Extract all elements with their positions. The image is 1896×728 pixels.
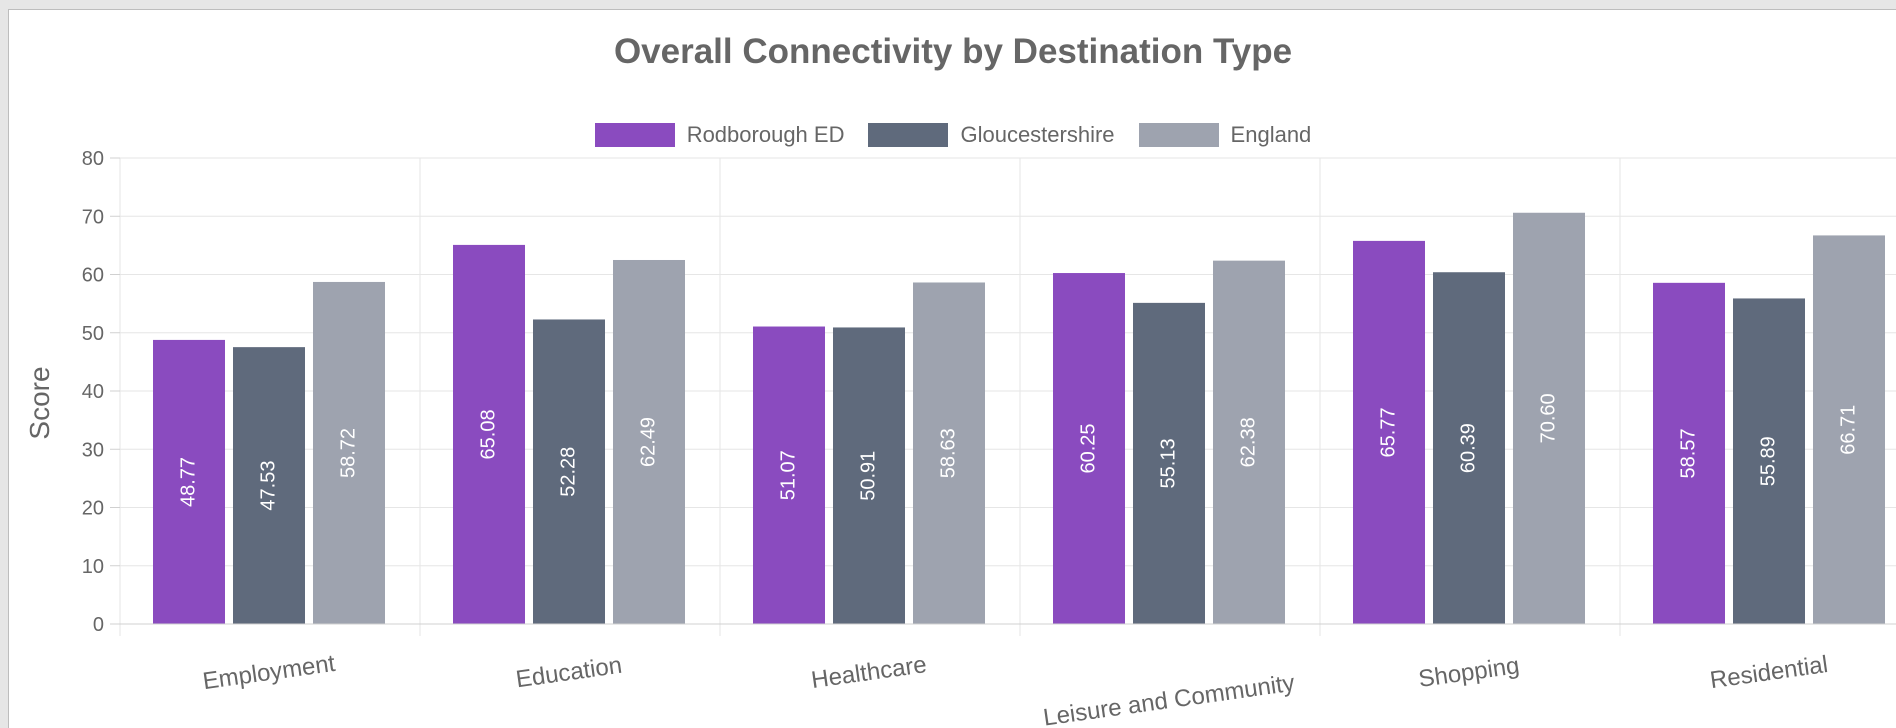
bar[interactable] (1433, 272, 1505, 624)
bar-value-label: 55.13 (1157, 438, 1179, 488)
bar[interactable] (533, 319, 605, 624)
x-tick-label: Employment (201, 650, 337, 695)
chart-panel: Overall Connectivity by Destination Type… (8, 9, 1896, 728)
bar-value-label: 47.53 (257, 461, 279, 511)
bar-value-label: 60.39 (1457, 423, 1479, 473)
y-tick-label: 70 (82, 206, 104, 228)
bar[interactable] (1213, 260, 1285, 624)
bar[interactable] (833, 327, 905, 624)
bar-value-label: 58.57 (1677, 428, 1699, 478)
bar-chart-plot: 48.77 47.53 58.72 65.08 52.28 62.49 51.07 50.91… (24, 148, 1896, 728)
bar-value-label: 62.38 (1237, 417, 1259, 467)
bar[interactable] (313, 281, 385, 624)
x-tick-label: Residential (1708, 651, 1829, 694)
x-tick-label: Leisure and Community (1042, 670, 1297, 728)
legend-item-gloucestershire[interactable]: Gloucestershire (868, 122, 1115, 148)
y-tick-label: 50 (82, 323, 104, 345)
legend-swatch-england (1138, 123, 1219, 147)
bar-value-label: 48.77 (177, 457, 199, 507)
chart-title: Overall Connectivity by Destination Type (613, 32, 1293, 71)
y-tick-label: 0 (93, 614, 104, 636)
bar-value-label: 60.25 (1077, 423, 1099, 473)
bar-value-label: 55.89 (1757, 436, 1779, 486)
legend-label-england: England (1230, 122, 1312, 147)
y-tick-label: 60 (82, 265, 104, 287)
bars: 48.77 47.53 58.72 65.08 52.28 62.49 51.07 50.91… (153, 212, 1885, 624)
bar-value-label: 58.63 (937, 428, 959, 478)
y-tick-label: 20 (82, 498, 104, 520)
bar-value-label: 65.77 (1377, 407, 1399, 457)
bar-value-label: 62.49 (637, 417, 659, 467)
bar[interactable] (613, 259, 685, 624)
y-tick-label: 10 (82, 556, 104, 578)
legend-label-rodborough: Rodborough ED (686, 122, 845, 147)
bar-value-label: 70.60 (1537, 393, 1559, 443)
legend-label-gloucestershire: Gloucestershire (960, 122, 1115, 147)
legend-swatch-rodborough (594, 123, 675, 147)
bar[interactable] (1733, 298, 1805, 624)
bar-value-label: 58.72 (337, 428, 359, 478)
bar-value-label: 51.07 (777, 450, 799, 500)
y-tick-label: 30 (82, 439, 104, 461)
bar[interactable] (753, 326, 825, 624)
bar[interactable] (453, 244, 525, 624)
bar-value-label: 50.91 (857, 451, 879, 501)
bar[interactable] (1813, 235, 1885, 624)
bar-value-label: 65.08 (477, 409, 499, 459)
x-tick-label: Education (514, 652, 623, 694)
legend-swatch-gloucestershire (868, 123, 949, 147)
bar[interactable] (913, 282, 985, 624)
chart-legend: Rodborough ED Gloucestershire England (9, 122, 1896, 148)
legend-item-rodborough[interactable]: Rodborough ED (594, 122, 845, 148)
bar[interactable] (1513, 212, 1585, 624)
legend-item-england[interactable]: England (1138, 122, 1312, 148)
bar[interactable] (153, 339, 225, 624)
grid-lines (119, 157, 1896, 636)
bar[interactable] (233, 347, 305, 624)
y-axis-title: Score (24, 366, 55, 439)
bar[interactable] (1353, 240, 1425, 624)
x-tick-label: Shopping (1417, 652, 1521, 693)
bar[interactable] (1053, 273, 1125, 624)
bar[interactable] (1133, 302, 1205, 624)
y-tick-label: 80 (82, 148, 104, 170)
bar-value-label: 66.71 (1837, 405, 1859, 455)
bar[interactable] (1653, 282, 1725, 624)
x-tick-label: Healthcare (810, 651, 929, 694)
y-tick-label: 40 (82, 381, 104, 403)
bar-value-label: 52.28 (557, 447, 579, 497)
